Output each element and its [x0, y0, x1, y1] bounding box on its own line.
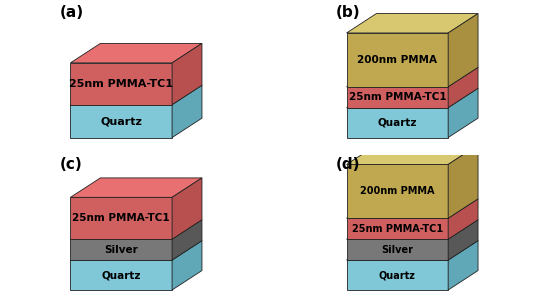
Text: Silver: Silver [104, 245, 138, 255]
Polygon shape [448, 67, 478, 108]
Polygon shape [346, 241, 478, 260]
Polygon shape [346, 33, 448, 87]
Polygon shape [346, 108, 448, 138]
Polygon shape [172, 43, 202, 105]
Text: 25nm PMMA-TC1: 25nm PMMA-TC1 [352, 224, 443, 234]
Polygon shape [448, 14, 478, 87]
Text: (b): (b) [336, 5, 361, 20]
Polygon shape [346, 199, 478, 218]
Polygon shape [346, 164, 448, 218]
Polygon shape [346, 260, 448, 290]
Polygon shape [346, 145, 478, 164]
Polygon shape [70, 178, 202, 197]
Text: 200nm PMMA: 200nm PMMA [358, 55, 437, 65]
Polygon shape [448, 145, 478, 218]
Text: Quartz: Quartz [100, 116, 142, 126]
Polygon shape [346, 14, 478, 33]
Polygon shape [172, 178, 202, 239]
Polygon shape [70, 241, 202, 260]
Text: 25nm PMMA-TC1: 25nm PMMA-TC1 [349, 92, 446, 102]
Polygon shape [70, 239, 172, 260]
Polygon shape [346, 87, 448, 108]
Polygon shape [346, 88, 478, 108]
Polygon shape [70, 85, 202, 105]
Polygon shape [448, 241, 478, 290]
Text: Quartz: Quartz [378, 118, 417, 128]
Text: Quartz: Quartz [379, 270, 416, 280]
Polygon shape [346, 218, 448, 239]
Text: 25nm PMMA-TC1: 25nm PMMA-TC1 [69, 79, 173, 89]
Text: Quartz: Quartz [102, 270, 141, 280]
Polygon shape [448, 88, 478, 138]
Polygon shape [346, 239, 448, 260]
Polygon shape [172, 85, 202, 138]
Text: (a): (a) [60, 5, 84, 20]
Polygon shape [448, 220, 478, 260]
Text: Silver: Silver [381, 245, 414, 255]
Polygon shape [70, 105, 172, 138]
Text: 200nm PMMA: 200nm PMMA [360, 186, 434, 197]
Polygon shape [70, 43, 202, 63]
Text: (c): (c) [60, 157, 83, 172]
Polygon shape [70, 260, 172, 290]
Polygon shape [70, 63, 172, 105]
Polygon shape [346, 220, 478, 239]
Polygon shape [346, 67, 478, 87]
Polygon shape [172, 241, 202, 290]
Polygon shape [448, 199, 478, 239]
Polygon shape [70, 220, 202, 239]
Polygon shape [172, 220, 202, 260]
Text: 25nm PMMA-TC1: 25nm PMMA-TC1 [73, 213, 170, 223]
Text: (d): (d) [336, 157, 361, 172]
Polygon shape [70, 197, 172, 239]
